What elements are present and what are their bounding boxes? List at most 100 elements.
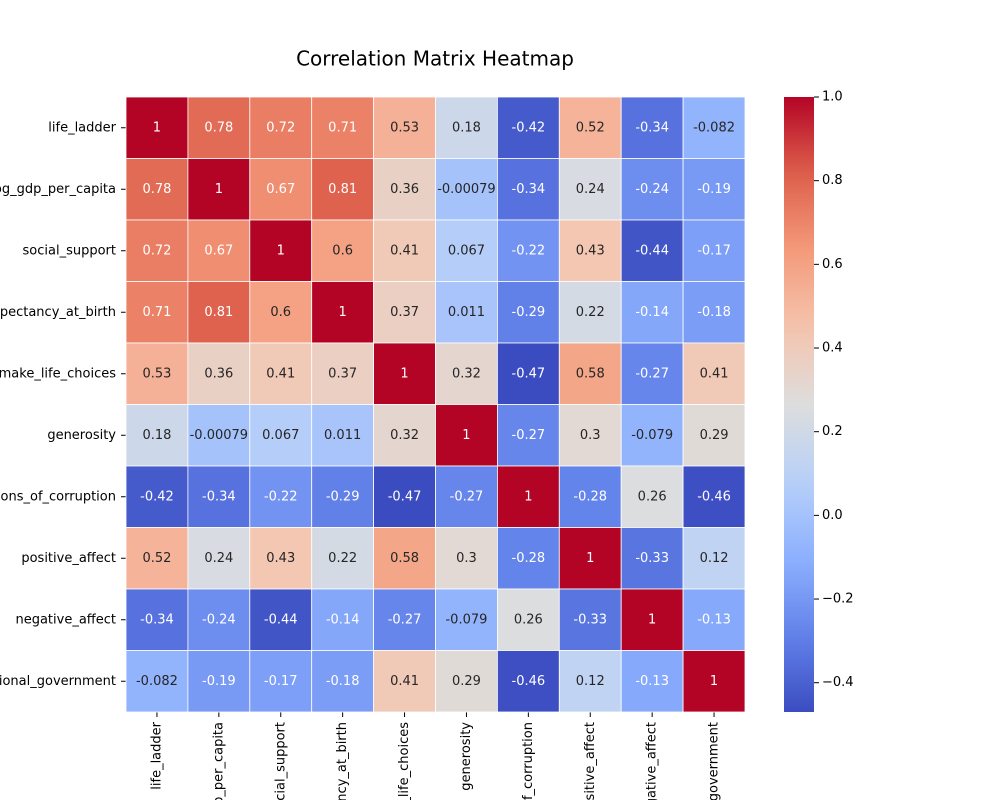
cell-label: 0.72 [142, 243, 171, 258]
heatmap-cell [496, 158, 560, 221]
heatmap-cell [496, 465, 560, 528]
heatmap-cell [125, 650, 189, 713]
heatmap-cell [682, 650, 746, 713]
heatmap-cell [373, 527, 436, 590]
heatmap-cell [558, 588, 622, 651]
cell-label: 0.41 [390, 243, 419, 258]
y-tick-label: positive_affect [21, 551, 116, 566]
x-tick-label: negative_affect [645, 722, 660, 800]
heatmap-cell [682, 281, 746, 344]
y-tick-label: confidence_in_national_government [0, 674, 116, 689]
cell-label: -0.27 [450, 489, 484, 504]
heatmap-cell [435, 650, 498, 713]
cell-label: 1 [462, 428, 470, 443]
cell-label: -0.24 [202, 612, 236, 627]
heatmap-cell [249, 281, 313, 344]
cell-label: 0.37 [328, 366, 357, 381]
cell-label: -0.44 [264, 612, 298, 627]
cell-label: -0.19 [202, 674, 236, 689]
heatmap-cell [620, 342, 684, 405]
cell-label: -0.28 [512, 551, 546, 566]
heatmap-cell [373, 404, 436, 467]
cell-label: -0.29 [326, 489, 360, 504]
cell-label: 1 [400, 366, 408, 381]
cell-label: 0.41 [390, 674, 419, 689]
colorbar-tick-label: 0.8 [822, 173, 843, 188]
heatmap-cell [496, 404, 560, 467]
heatmap-cell [435, 404, 498, 467]
cell-label: 0.58 [576, 366, 605, 381]
y-tick-label: perceptions_of_corruption [0, 489, 116, 504]
cell-label: 0.71 [142, 305, 171, 320]
cell-label: -0.34 [202, 489, 236, 504]
cell-label: -0.27 [388, 612, 422, 627]
heatmap-cell [435, 465, 498, 528]
x-tick-label: positive_affect [583, 722, 598, 800]
heatmap-cell [125, 527, 189, 590]
cell-label: -0.28 [573, 489, 607, 504]
heatmap-cell [249, 158, 313, 221]
heatmap-cell [558, 281, 622, 344]
cell-label: -0.22 [512, 243, 546, 258]
y-tick-label: life_ladder [48, 120, 116, 135]
cell-label: -0.47 [512, 366, 546, 381]
cell-label: 0.29 [452, 674, 481, 689]
colorbar-tick-label: −0.4 [822, 675, 854, 690]
cell-label: 0.78 [204, 120, 233, 135]
cell-label: 0.43 [576, 243, 605, 258]
heatmap-cell [187, 342, 251, 405]
heatmap-cell [125, 219, 189, 282]
y-tick-label: healthy_life_expectancy_at_birth [0, 305, 116, 320]
cell-label: 0.71 [328, 120, 357, 135]
cell-label: -0.33 [573, 612, 607, 627]
heatmap-cell [558, 527, 622, 590]
heatmap-cell [249, 650, 313, 713]
heatmap-cell [125, 281, 189, 344]
cell-label: 0.067 [448, 243, 485, 258]
cell-label: 1 [710, 674, 718, 689]
cell-label: 0.41 [266, 366, 295, 381]
heatmap-cell [187, 588, 251, 651]
heatmap-cell [187, 158, 251, 221]
cell-label: -0.079 [631, 428, 673, 443]
cell-label: -0.13 [697, 612, 731, 627]
cell-label: -0.18 [326, 674, 360, 689]
heatmap-cell [311, 281, 375, 344]
cell-label: -0.33 [635, 551, 669, 566]
cell-label: 0.24 [576, 182, 605, 197]
heatmap-cell [558, 465, 622, 528]
heatmap-cell [558, 404, 622, 467]
colorbar [784, 97, 814, 712]
y-tick-label: generosity [47, 428, 116, 443]
heatmap-cell [125, 158, 189, 221]
cell-label: 0.24 [204, 551, 233, 566]
colorbar-tick-label: 0.4 [822, 341, 843, 356]
cell-label: -0.079 [445, 612, 487, 627]
cell-label: -0.082 [136, 674, 178, 689]
cell-label: -0.44 [635, 243, 669, 258]
cell-label: 0.12 [700, 551, 729, 566]
cell-label: 1 [215, 182, 223, 197]
cell-label: 0.52 [576, 120, 605, 135]
x-tick-label: life_ladder [149, 721, 164, 789]
cell-label: 0.6 [270, 305, 291, 320]
y-tick-label: negative_affect [15, 612, 116, 627]
cell-label: -0.34 [140, 612, 174, 627]
colorbar-tick-label: 0.6 [822, 257, 843, 272]
heatmap-cell [125, 96, 189, 159]
cell-label: 0.32 [390, 428, 419, 443]
heatmap-cell [373, 588, 436, 651]
heatmap-cell [435, 281, 498, 344]
cell-label: -0.17 [697, 243, 731, 258]
cell-label: 0.36 [390, 182, 419, 197]
cell-label: -0.14 [326, 612, 360, 627]
cell-label: 1 [339, 305, 347, 320]
heatmap-cell [125, 465, 189, 528]
cell-label: -0.34 [512, 182, 546, 197]
cell-label: -0.34 [635, 120, 669, 135]
heatmap-cell [435, 158, 498, 221]
cell-label: 0.22 [576, 305, 605, 320]
heatmap-cell [373, 219, 436, 282]
colorbar-tick-label: 0.2 [822, 424, 843, 439]
x-tick-label: perceptions_of_corruption [521, 722, 536, 800]
